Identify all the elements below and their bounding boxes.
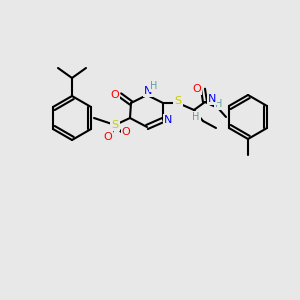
Text: O: O [103,132,112,142]
Text: H: H [192,112,200,122]
Text: N: N [208,94,216,104]
Text: S: S [111,120,118,130]
Text: O: O [122,127,130,137]
Text: N: N [144,86,152,96]
Text: H: H [215,99,223,109]
Text: S: S [174,96,182,106]
Text: N: N [164,115,172,125]
Text: O: O [193,84,201,94]
Text: O: O [111,90,119,100]
Text: H: H [150,81,158,91]
